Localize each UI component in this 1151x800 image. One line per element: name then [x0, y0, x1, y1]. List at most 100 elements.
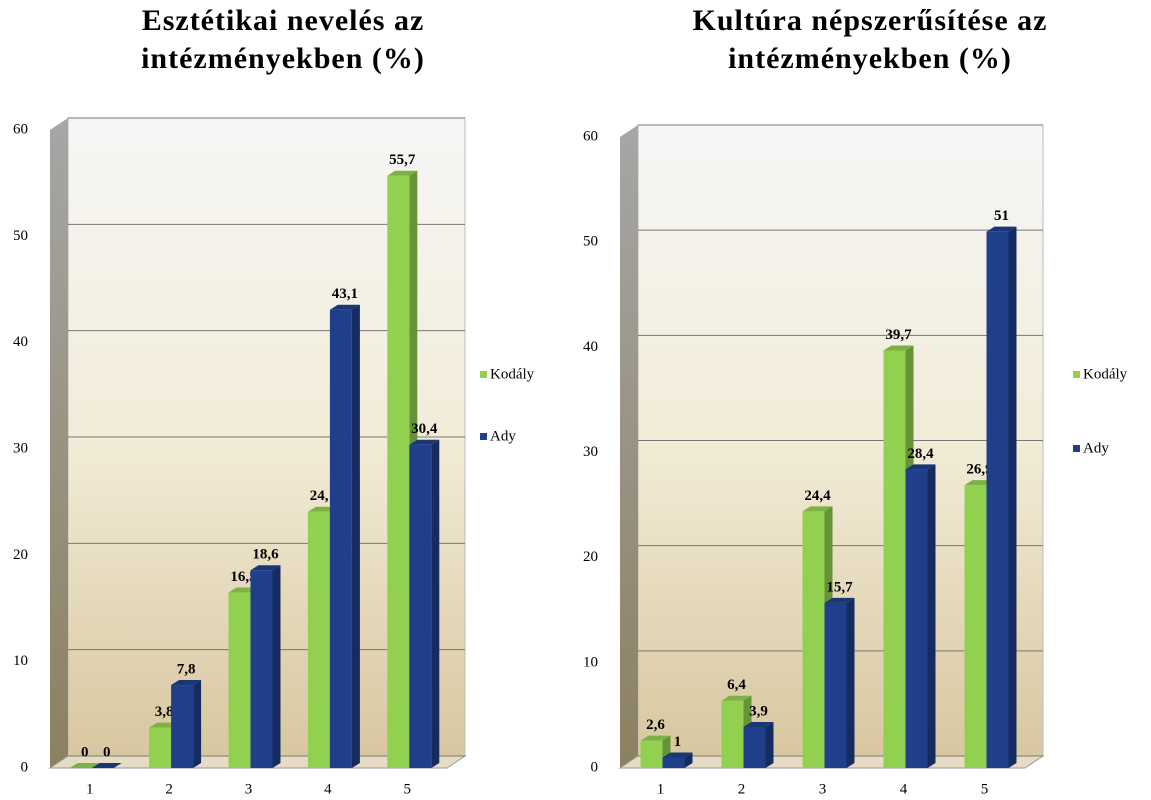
bar-top [743, 721, 774, 727]
bar [964, 485, 987, 768]
x-tick-label: 2 [165, 781, 173, 797]
bar-top [905, 464, 936, 470]
legend-label: Ady [490, 428, 516, 444]
bar-side [351, 304, 360, 768]
bar-top [986, 226, 1017, 232]
x-tick-label: 5 [981, 781, 989, 797]
bar-top [721, 695, 752, 701]
bar [743, 726, 766, 768]
y-tick-label: 40 [13, 334, 28, 350]
legend-swatch [1073, 445, 1080, 452]
bar [228, 592, 251, 768]
value-label: 3,9 [749, 703, 768, 719]
side-wall [50, 118, 68, 768]
bar [662, 757, 685, 768]
bar-side [765, 721, 774, 768]
value-label: 26,9 [966, 462, 992, 478]
value-label: 28,4 [907, 446, 934, 462]
y-tick-label: 30 [583, 444, 598, 460]
x-tick-label: 5 [404, 781, 412, 797]
bar-side [431, 439, 440, 768]
bar-side [846, 597, 855, 768]
y-tick-label: 40 [583, 339, 598, 355]
bar [721, 700, 744, 768]
value-label: 0 [81, 744, 89, 760]
bar [986, 231, 1009, 768]
value-label: 43,1 [332, 286, 358, 302]
bar [409, 444, 432, 768]
legend-label: Kodály [490, 366, 535, 382]
y-tick-label: 0 [591, 759, 599, 775]
y-tick-label: 60 [13, 121, 28, 137]
value-label: 18,6 [252, 547, 279, 563]
side-wall [620, 125, 638, 768]
value-label: 16,5 [230, 569, 256, 585]
bar [329, 309, 352, 768]
value-label: 55,7 [389, 152, 416, 168]
legend-swatch [480, 371, 487, 378]
bar-side [927, 464, 936, 768]
bar [149, 727, 172, 768]
value-label: 30,4 [411, 421, 438, 437]
bar [883, 350, 906, 768]
bar-side [684, 752, 693, 768]
x-tick-label: 2 [738, 781, 746, 797]
bar [905, 469, 928, 768]
y-tick-label: 20 [13, 547, 28, 563]
bar-top [802, 506, 833, 512]
bar-top [640, 735, 671, 741]
legend-label: Kodály [1083, 366, 1128, 382]
value-label: 24,4 [804, 488, 831, 504]
bar-side [1008, 226, 1017, 768]
bar-top [91, 763, 122, 768]
value-label: 39,7 [885, 327, 912, 343]
x-tick-label: 1 [86, 781, 94, 797]
value-label: 1 [674, 734, 682, 750]
x-tick-label: 3 [819, 781, 827, 797]
bar [307, 511, 330, 768]
bar [171, 685, 194, 768]
y-tick-label: 0 [21, 759, 29, 775]
bar [640, 740, 663, 768]
bar-top [171, 680, 202, 686]
bar [802, 511, 825, 768]
bar [387, 175, 410, 768]
x-tick-label: 1 [657, 781, 665, 797]
legend-swatch [1073, 371, 1080, 378]
value-label: 6,4 [727, 677, 746, 693]
value-label: 24,1 [310, 488, 336, 504]
chart-title: Kultúra népszerűsítése az intézményekben… [692, 4, 1048, 75]
y-tick-label: 10 [583, 654, 598, 670]
value-label: 7,8 [177, 661, 196, 677]
legend-swatch [480, 433, 487, 440]
y-tick-label: 30 [13, 440, 28, 456]
value-label: 0 [103, 744, 111, 760]
chart-title: Esztétikai nevelés az intézményekben (%) [141, 4, 425, 75]
bar-top [387, 170, 418, 176]
bar-top [824, 597, 855, 603]
value-label: 51 [994, 208, 1009, 224]
value-label: 3,8 [155, 704, 174, 720]
y-tick-label: 20 [583, 549, 598, 565]
x-tick-label: 3 [245, 781, 253, 797]
bar [824, 602, 847, 768]
y-tick-label: 60 [583, 128, 598, 144]
value-label: 2,6 [646, 717, 665, 733]
x-tick-label: 4 [324, 781, 332, 797]
y-tick-label: 50 [13, 228, 28, 244]
bar-top [883, 345, 914, 351]
value-label: 15,7 [826, 579, 853, 595]
bar-top [662, 752, 693, 758]
y-tick-label: 50 [583, 234, 598, 250]
bar-top [409, 439, 440, 445]
bar-top [250, 565, 281, 571]
x-tick-label: 4 [900, 781, 908, 797]
bar-side [272, 565, 281, 768]
y-tick-label: 10 [13, 653, 28, 669]
bar-side [193, 680, 202, 768]
bar-top [69, 763, 100, 768]
bar-top [329, 304, 360, 310]
bar [250, 570, 273, 768]
